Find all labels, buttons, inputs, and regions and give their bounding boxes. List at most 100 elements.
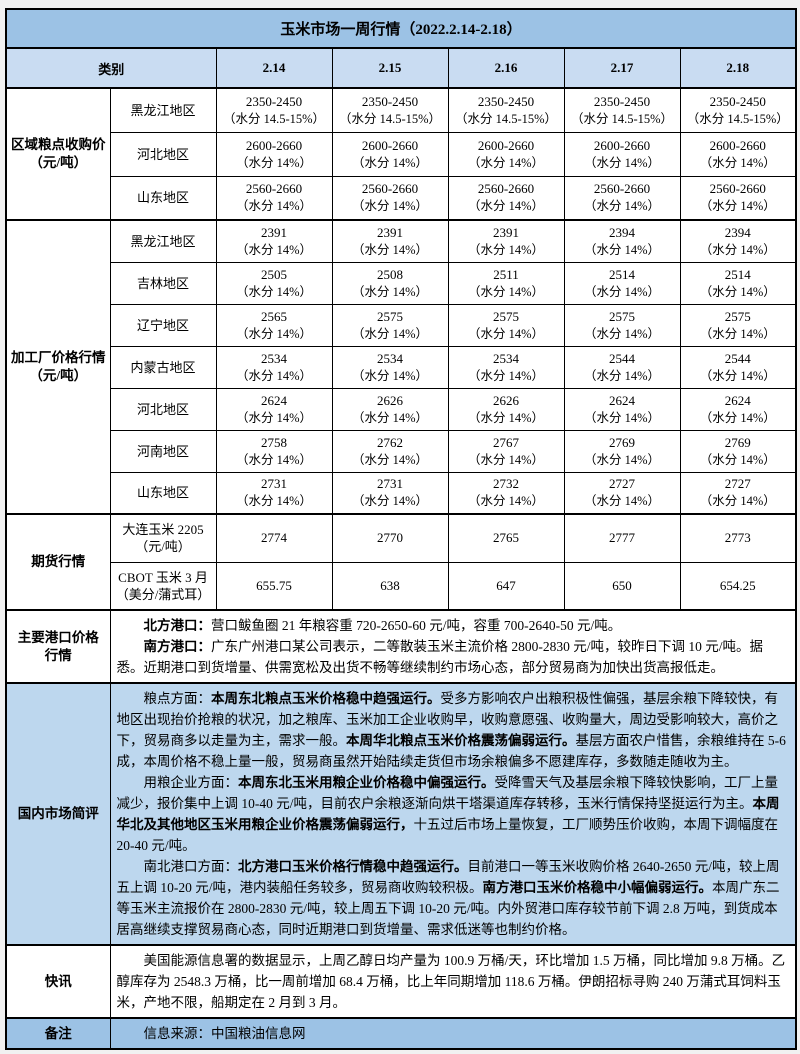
price-value: 2350-2450 [245, 93, 303, 109]
price-value: 2350-2450 [593, 93, 651, 109]
moisture-note: （水分 14%） [699, 410, 776, 425]
moisture-note: （水分 14%） [583, 242, 661, 257]
moisture-note: （水分 14%） [467, 199, 545, 214]
price-cell: 2544 （水分 14%） [679, 345, 797, 389]
price-cell: 2774 [215, 513, 333, 563]
text-section-content: 美国能源信息署的数据显示，上周乙醇日均产量为 100.9 万桶/天，环比增加 1… [109, 944, 797, 1019]
section-label-line: 主要港口价格 [17, 629, 99, 645]
price-value: 2774 [261, 530, 287, 546]
section-label-line: 区域粮点收购价 [11, 137, 106, 152]
moisture-note: （水分 14%） [351, 368, 429, 383]
moisture-note: （水分 14%） [235, 242, 313, 257]
price-value: 2600-2660 [709, 137, 766, 153]
section-label-line: 快讯 [44, 973, 72, 989]
moisture-note: （水分 14%） [467, 242, 545, 257]
price-cell: 654.25 [679, 561, 797, 611]
price-value: 650 [612, 577, 632, 593]
price-value: 638 [380, 577, 400, 593]
table-row: 河北地区 2624 （水分 14%） 2626 （水分 14%） 2626 （水分 14%）… [6, 387, 797, 431]
section-label-line: （元/吨） [29, 155, 88, 170]
price-cell: 2773 [679, 513, 797, 563]
price-cell: 650 [563, 561, 681, 611]
section-label: 区域粮点收购价 （元/吨） [5, 87, 111, 221]
price-cell: 2394 （水分 14%） [563, 219, 681, 263]
moisture-note: （水分 14%） [351, 199, 429, 214]
price-cell: 2732 （水分 14%） [447, 471, 565, 515]
moisture-note: （水分 14%） [699, 452, 776, 467]
price-cell: 2391 （水分 14%） [447, 219, 565, 263]
price-value: 2600-2660 [593, 137, 651, 153]
price-value: 2626 [377, 392, 403, 408]
section-label: 期货行情 [5, 513, 111, 611]
bold-text-segment: 本周东北粮点玉米价格稳中趋强运行。 [211, 691, 441, 706]
price-cell: 2624 （水分 14%） [563, 387, 681, 431]
region-cell: 黑龙江地区 [109, 87, 217, 133]
price-value: 2575 [609, 308, 635, 324]
title-row: 玉米市场一周行情（2022.2.14-2.18） [5, 8, 797, 49]
price-value: 2565 [261, 308, 287, 324]
moisture-note: （水分 14%） [351, 410, 429, 425]
price-value: 2534 [493, 350, 519, 366]
text-section-label: 备注 [5, 1017, 111, 1050]
bold-text-segment: 本周华北及其他地区玉米用粮企业价格震荡偏弱运行， [116, 796, 780, 832]
moisture-note: （水分 14%） [235, 284, 313, 299]
table-row: 内蒙古地区 2534 （水分 14%） 2534 （水分 14%） 2534 （水分 14%… [6, 345, 797, 389]
text-segment: 基层方面农户惜售，余粮维持在 5-6 成，本周价格不稳上量一般，贸易商虽然开始陆… [116, 733, 786, 769]
moisture-note: （水分 14.5-15%） [222, 111, 326, 126]
price-cell: 2560-2660 （水分 14%） [447, 175, 565, 221]
text-segment: 受多方影响农户出粮积极性偏强，基层余粮下降较快，有地区出现抬价抢粮的状况，加之粮… [116, 691, 779, 748]
price-cell: 2575 （水分 14%） [331, 303, 449, 347]
region-cell: 黑龙江地区 [109, 219, 217, 263]
price-cell: 2727 （水分 14%） [563, 471, 681, 515]
price-value: 2727 [724, 476, 751, 492]
text-segment: 美国能源信息署的数据显示，上周乙醇日均产量为 100.9 万桶/天，环比增加 1… [116, 953, 786, 1010]
text-paragraph: 南方港口：广东广州港口某公司表示，二等散装玉米主流价格 2800-2830 元/… [117, 636, 788, 678]
moisture-note: （水分 14%） [235, 199, 313, 214]
price-value: 2600-2660 [245, 137, 303, 153]
price-value: 2560-2660 [245, 181, 303, 197]
table-row: 辽宁地区 2565 （水分 14%） 2575 （水分 14%） 2575 （水分 14%）… [6, 303, 797, 347]
region-cell: 河北地区 [109, 131, 217, 177]
moisture-note: （水分 14%） [583, 494, 661, 509]
price-value: 2544 [724, 350, 751, 366]
price-value: 2762 [377, 434, 403, 450]
moisture-note: （水分 14%） [351, 494, 429, 509]
column-header-date: 2.17 [563, 47, 681, 89]
price-cell: 2560-2660 （水分 14%） [331, 175, 449, 221]
price-cell: 2777 [563, 513, 681, 563]
moisture-note: （水分 14%） [235, 494, 313, 509]
moisture-note: （水分 14%） [351, 326, 429, 341]
price-value: 2770 [377, 530, 403, 546]
region-cell: 大连玉米 2205 （元/吨） [109, 513, 217, 563]
price-cell: 2350-2450 （水分 14.5-15%） [331, 87, 449, 133]
price-cell: 2762 （水分 14%） [331, 429, 449, 473]
price-value: 2534 [377, 350, 403, 366]
region-cell: 吉林地区 [109, 261, 217, 305]
bold-text-segment: 本周华北粮点玉米价格震荡偏弱运行。 [346, 733, 576, 748]
price-cell: 2626 （水分 14%） [447, 387, 565, 431]
price-value: 655.75 [256, 577, 292, 593]
price-value: 2731 [377, 476, 403, 492]
moisture-note: （水分 14%） [583, 410, 661, 425]
table-row: 期货行情 大连玉米 2205 （元/吨） 2774 2770 2765 2777 2773 [5, 513, 797, 611]
price-value: 2514 [724, 266, 751, 282]
price-cell: 2600-2660 （水分 14%） [563, 131, 681, 177]
price-value: 2773 [724, 530, 751, 546]
price-cell: 2600-2660 （水分 14%） [679, 131, 797, 177]
price-value: 2758 [261, 434, 287, 450]
price-value: 2575 [724, 308, 751, 324]
column-header-date: 2.16 [447, 47, 565, 89]
moisture-note: （水分 14%） [583, 155, 661, 170]
text-segment: 十五过后市场上量恢复，工厂顺势压价收购，本周下调幅度在 20-40 元/吨。 [116, 817, 779, 853]
price-value: 654.25 [719, 577, 756, 593]
price-cell: 2575 （水分 14%） [563, 303, 681, 347]
price-cell: 2626 （水分 14%） [331, 387, 449, 431]
price-cell: 2350-2450 （水分 14.5-15%） [215, 87, 333, 133]
price-value: 2575 [377, 308, 403, 324]
text-paragraph: 用粮企业方面：本周东北玉米用粮企业价格稳中偏强运行。受降雪天气及基层余粮下降较快… [117, 772, 788, 856]
price-value: 2575 [493, 308, 519, 324]
price-value: 2350-2450 [361, 93, 419, 109]
moisture-note: （水分 14%） [235, 368, 313, 383]
region-line: CBOT 玉米 3 月 [118, 569, 208, 585]
price-value: 2350-2450 [477, 93, 535, 109]
